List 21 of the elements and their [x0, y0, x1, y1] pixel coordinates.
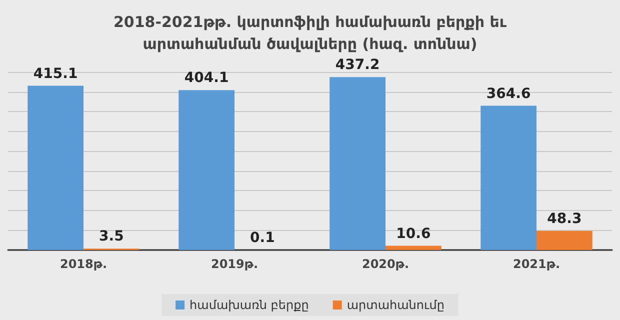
bar: [330, 77, 386, 250]
x-tick-label: 2020թ.: [362, 257, 410, 271]
data-label: 364.6: [486, 86, 531, 102]
data-label: 10.6: [396, 226, 431, 242]
data-label: 0.1: [250, 230, 275, 246]
bar: [28, 86, 84, 250]
bar: [178, 90, 234, 250]
bar: [480, 106, 536, 250]
legend-label: արտահանումը: [346, 298, 444, 312]
data-label: 48.3: [547, 210, 582, 227]
chart-title: 2018-2021թթ. կարտոֆիլի համախառն բերքի եւ արտահանման ծավալները (հազ. տոննա): [113, 13, 508, 53]
x-tick-label: 2021թ.: [512, 257, 560, 271]
x-tick-label: 2019թ.: [210, 257, 258, 271]
bar: [386, 246, 442, 250]
x-tick-label: 2018թ.: [60, 257, 108, 271]
data-label: 437.2: [335, 57, 380, 74]
legend-label: համախառն բերքը: [190, 298, 309, 312]
data-label: 415.1: [33, 66, 78, 82]
data-label: 3.5: [99, 228, 124, 245]
data-label: 404.1: [184, 70, 229, 86]
bar: [536, 230, 592, 250]
